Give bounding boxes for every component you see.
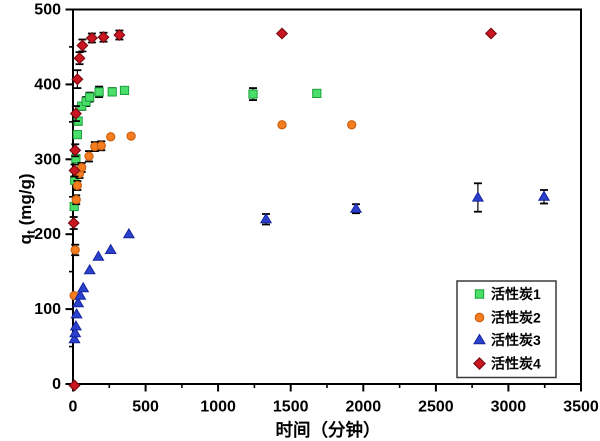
svg-text:活性炭4: 活性炭4: [491, 356, 541, 372]
svg-text:500: 500: [132, 399, 159, 416]
svg-text:活性炭2: 活性炭2: [491, 310, 541, 326]
svg-text:1000: 1000: [200, 399, 236, 416]
svg-text:活性炭1: 活性炭1: [491, 286, 541, 302]
svg-text:500: 500: [34, 2, 61, 19]
svg-text:400: 400: [34, 76, 61, 93]
svg-text:200: 200: [34, 226, 61, 243]
svg-text:时间（分钟）: 时间（分钟）: [276, 420, 381, 440]
svg-text:300: 300: [34, 151, 61, 168]
svg-text:2500: 2500: [418, 399, 454, 416]
svg-text:3500: 3500: [563, 399, 599, 416]
svg-text:100: 100: [34, 301, 61, 318]
svg-text:0: 0: [69, 399, 78, 416]
svg-text:1500: 1500: [273, 399, 309, 416]
svg-text:活性炭3: 活性炭3: [491, 332, 541, 348]
svg-text:0: 0: [52, 376, 61, 393]
svg-text:3000: 3000: [491, 399, 527, 416]
svg-text:2000: 2000: [346, 399, 382, 416]
svg-text:qt (mg/g): qt (mg/g): [16, 173, 38, 244]
